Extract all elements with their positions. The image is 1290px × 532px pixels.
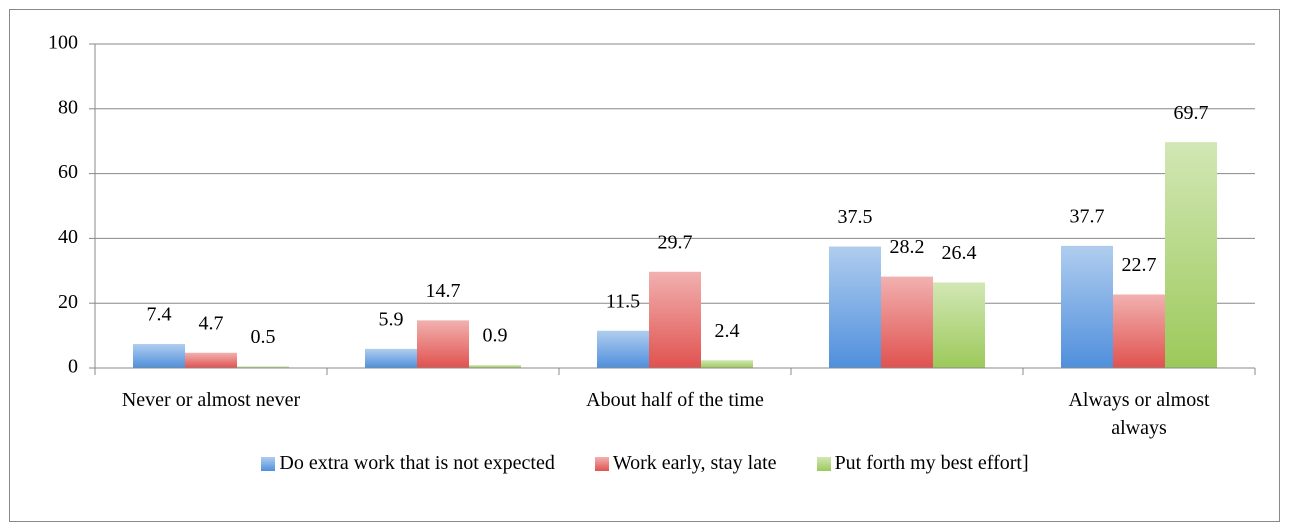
legend-label: Put forth my best effort] <box>834 452 1029 474</box>
bar <box>701 360 753 368</box>
legend-label: Work early, stay late <box>612 452 777 474</box>
bar <box>1113 294 1165 368</box>
x-tick-label: Never or almost never <box>121 389 301 411</box>
bar <box>1165 142 1217 368</box>
bar <box>829 246 881 368</box>
legend-label: Do extra work that is not expected <box>279 452 555 474</box>
y-tick-label: 100 <box>48 32 78 54</box>
data-label: 2.4 <box>715 320 740 342</box>
legend-item: Put forth my best effort] <box>816 452 1029 475</box>
data-label: 0.5 <box>251 326 276 348</box>
bar <box>185 352 237 368</box>
legend-swatch <box>816 456 831 471</box>
bar <box>933 282 985 368</box>
y-tick-label: 20 <box>58 291 78 313</box>
bar <box>597 330 649 368</box>
bar <box>133 344 185 368</box>
y-tick-label: 0 <box>68 356 78 378</box>
x-tick-label: Always or almost always <box>1068 389 1210 439</box>
bar <box>881 276 933 368</box>
data-label: 69.7 <box>1174 102 1209 124</box>
data-label: 5.9 <box>379 308 404 330</box>
data-label: 28.2 <box>890 236 925 258</box>
bar <box>417 320 469 368</box>
data-label: 11.5 <box>606 290 640 312</box>
data-label: 37.5 <box>838 206 873 228</box>
data-label: 0.9 <box>483 325 508 347</box>
bar <box>365 348 417 368</box>
x-tick-label: About half of the time <box>586 389 764 411</box>
legend: Do extra work that is not expected Work e… <box>0 452 1290 475</box>
legend-item: Do extra work that is not expected <box>261 452 555 475</box>
data-label: 29.7 <box>658 231 693 253</box>
y-tick-label: 40 <box>58 226 78 248</box>
bar <box>1061 245 1113 368</box>
data-label: 37.7 <box>1070 205 1105 227</box>
data-label: 4.7 <box>199 312 224 334</box>
bar <box>649 271 701 368</box>
data-label: 14.7 <box>426 280 461 302</box>
legend-item: Work early, stay late <box>594 452 777 475</box>
y-tick-label: 60 <box>58 161 78 183</box>
y-tick-label: 80 <box>58 96 78 118</box>
bar <box>237 366 289 368</box>
data-label: 26.4 <box>942 242 977 264</box>
bar <box>469 365 521 368</box>
data-label: 7.4 <box>147 304 172 326</box>
data-label: 22.7 <box>1122 254 1157 276</box>
legend-swatch <box>261 456 276 471</box>
legend-swatch <box>594 456 609 471</box>
